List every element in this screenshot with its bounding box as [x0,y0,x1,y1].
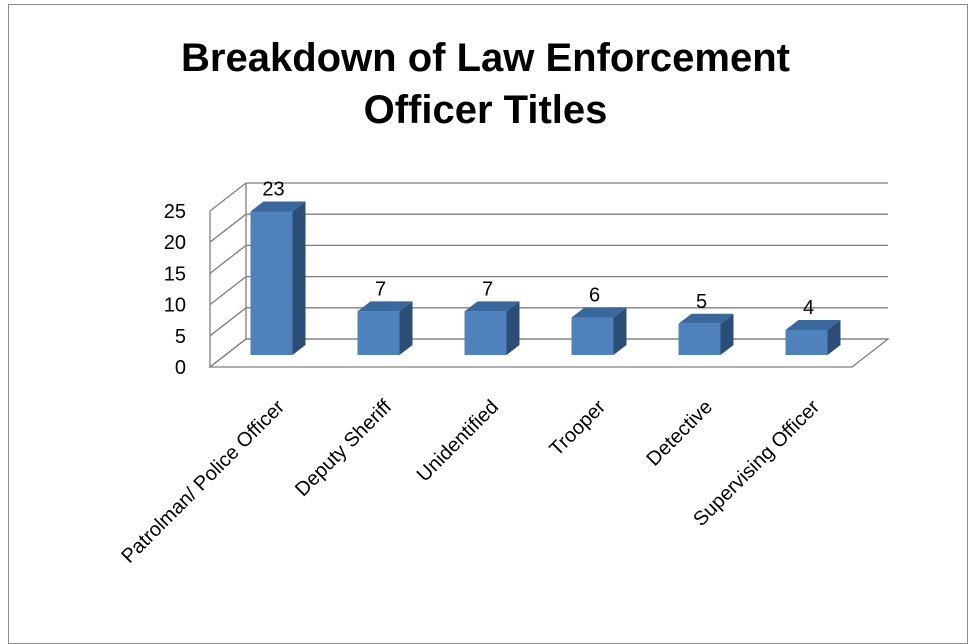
gridline-side-0 [209,338,247,368]
bar-top-4 [678,313,734,324]
gridline-side-5 [209,182,247,212]
bar-top-3 [571,307,627,318]
bars [250,201,841,355]
y-tick-label-2: 10 [164,295,186,317]
bar-top-5 [785,320,841,331]
chart-title-line-1: Breakdown of Law Enforcement [181,36,790,80]
data-label-2: 7 [482,278,493,300]
bar-front-2 [464,311,507,355]
data-label-0: 23 [262,178,284,200]
x-axis-labels: Patrolman/ Police Officer Deputy Sheriff U… [117,396,824,568]
data-label-1: 7 [375,278,386,300]
x-tick-label-3: Trooper [545,396,610,461]
bar-side-0 [292,201,306,355]
bar-front-1 [357,311,400,355]
bar-top-0 [250,201,306,212]
data-labels: 23 7 7 6 5 4 [262,178,814,319]
x-tick-label-4: Detective [643,396,718,471]
chart-title-line-2: Officer Titles [363,88,608,132]
bar-3 [571,307,627,355]
bar-front-5 [785,330,828,355]
bar-front-0 [250,211,293,355]
bar-front-3 [571,317,614,355]
bar-2 [464,301,520,355]
y-tick-label-5: 25 [164,201,186,223]
gridline-side-4 [209,213,247,243]
gridline-side-2 [209,276,247,306]
bar-side-4 [720,313,734,355]
bar-4 [678,313,734,355]
bar-0 [250,201,306,355]
bar-side-2 [506,301,520,355]
bar-1 [357,301,413,355]
y-tick-label-0: 0 [175,357,186,379]
bar-side-3 [613,307,627,355]
data-label-5: 4 [803,297,814,319]
gridline-side-3 [209,244,247,274]
y-tick-label-3: 15 [164,263,186,285]
bar-front-4 [678,323,721,355]
data-label-3: 6 [589,285,600,307]
y-tick-label-4: 20 [164,232,186,254]
bar-side-5 [827,320,841,355]
x-tick-label-2: Unidentified [413,396,503,486]
bar-top-2 [464,301,520,312]
y-axis-ticks: 0 5 10 15 20 25 [164,201,186,379]
gridline-side-1 [209,307,247,337]
x-tick-label-1: Deputy Sheriff [291,396,396,501]
bar-top-1 [357,301,413,312]
x-tick-label-0: Patrolman/ Police Officer [117,396,289,568]
y-tick-label-1: 5 [175,326,186,348]
chart-walls [208,182,890,368]
chart-title: Breakdown of Law Enforcement Officer Tit… [0,32,971,136]
data-label-4: 5 [696,291,707,313]
bar-5 [785,320,841,355]
bar-side-1 [399,301,413,355]
